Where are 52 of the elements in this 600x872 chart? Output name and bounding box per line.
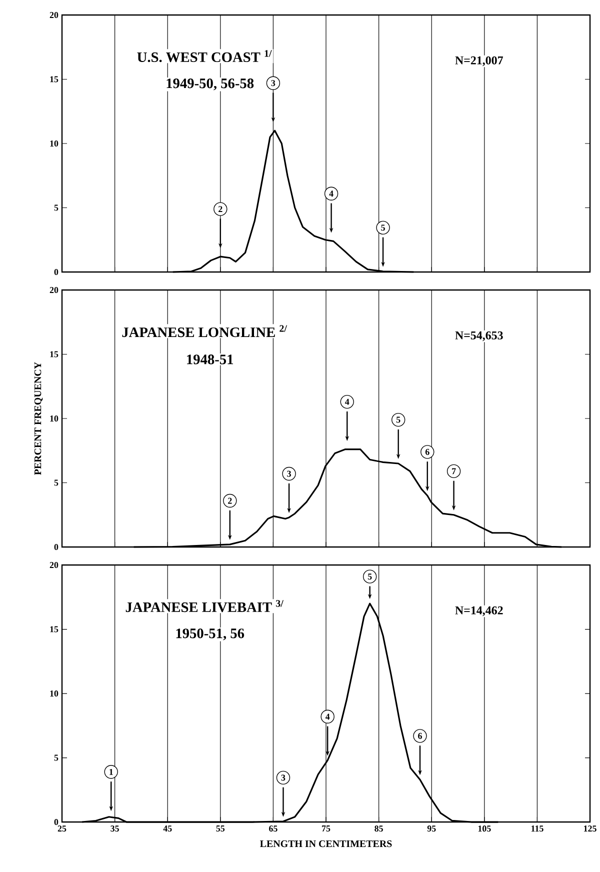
annotation: 6 [425, 448, 430, 455]
text: 1949-50, 56-58 [166, 78, 254, 90]
annotation: 5 [368, 574, 372, 580]
annotation: 2 [218, 206, 222, 212]
y-tick-label: 15 [50, 76, 58, 82]
y-tick-label: 0 [54, 544, 58, 550]
x-tick-label: 45 [163, 826, 172, 832]
x-tick-label: 125 [584, 826, 596, 832]
text: U.S. WEST COAST $^{1/}$ [137, 50, 272, 62]
y-tick-label: 5 [54, 754, 58, 761]
x-tick-label: 105 [478, 826, 491, 832]
annotation: 4 [329, 190, 334, 197]
y-tick-label: 15 [50, 626, 58, 632]
annotation: 5 [396, 416, 400, 423]
y-tick-label: 0 [54, 818, 58, 826]
x-tick-label: 25 [58, 826, 66, 832]
annotation: 6 [418, 732, 422, 739]
y-tick-label: 0 [54, 268, 58, 276]
y-tick-label: 20 [50, 12, 58, 18]
annotation: N=14,462 [455, 606, 503, 616]
x-tick-label: 65 [269, 826, 278, 832]
x-tick-label: 95 [427, 826, 436, 832]
annotation: 4 [344, 398, 350, 405]
text: 1948-51 [187, 354, 233, 364]
annotation: 5 [381, 224, 385, 231]
text: JAPANESE LONGLINE $^{2/}$ [122, 325, 288, 338]
annotation: 4 [325, 714, 330, 720]
x-tick-label: 85 [374, 826, 383, 832]
y-tick-label: 5 [54, 480, 58, 486]
y-tick-label: 10 [50, 415, 58, 422]
annotation: 2 [228, 498, 232, 504]
annotation: 1 [110, 768, 113, 775]
annotation: 3 [281, 774, 286, 781]
y-tick-label: 5 [54, 204, 58, 211]
annotation: 3 [271, 80, 276, 86]
y-tick-label: 20 [50, 562, 58, 568]
text: JAPANESE LIVEBAIT $^{3/}$ [126, 600, 284, 612]
y-tick-label: 20 [50, 286, 58, 294]
annotation: N=21,007 [455, 56, 503, 66]
annotation: 3 [287, 470, 291, 477]
x-tick-label: 35 [110, 826, 119, 832]
annotation: 7 [452, 468, 456, 474]
y-tick-label: 15 [50, 351, 58, 358]
y-axis-title: PERCENT FREQUENCY [34, 362, 43, 475]
x-tick-label: 55 [216, 826, 225, 832]
x-tick-label: 115 [531, 826, 544, 832]
text: 1950-51, 56 [176, 628, 244, 640]
x-axis-title: LENGTH IN CENTIMETERS [260, 840, 392, 848]
y-tick-label: 10 [50, 690, 58, 697]
y-tick-label: 10 [50, 140, 58, 147]
annotation: N=54,653 [455, 331, 503, 342]
x-tick-label: 75 [322, 826, 330, 832]
